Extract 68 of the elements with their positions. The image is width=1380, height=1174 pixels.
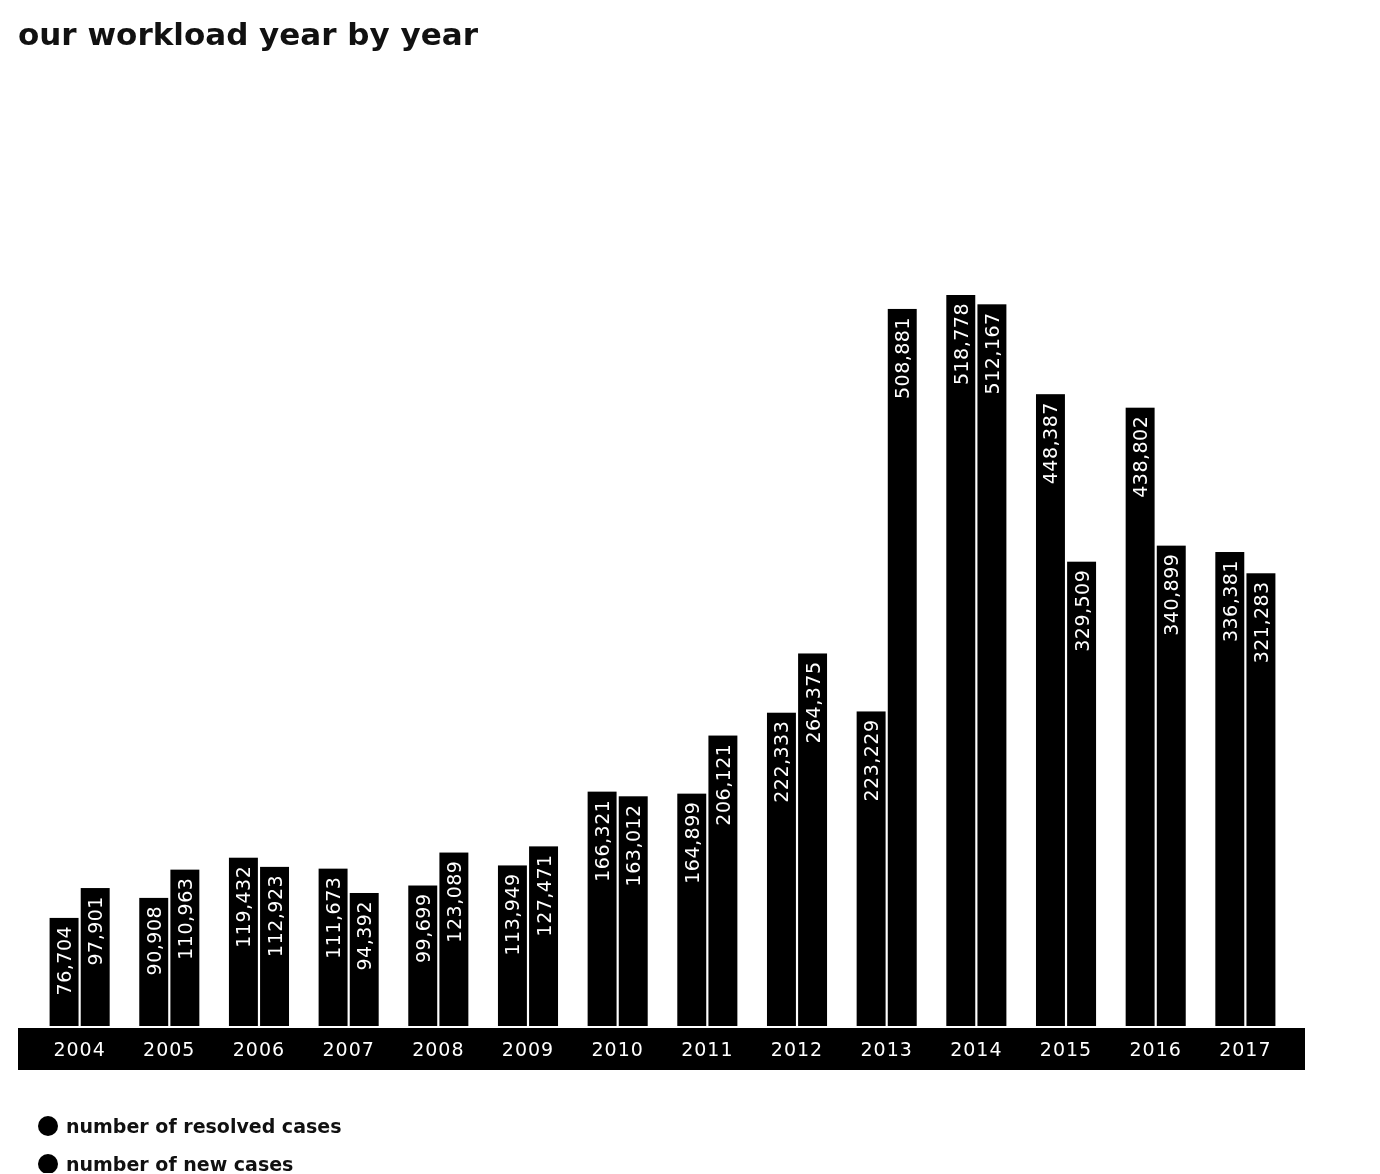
bar	[318, 868, 348, 1026]
data-label: 448,387	[1039, 402, 1062, 485]
data-label: 329,509	[1070, 569, 1093, 652]
data-label: 508,881	[891, 316, 914, 400]
bar	[708, 735, 738, 1026]
data-label: 223,229	[860, 719, 883, 802]
x-tick-label: 2011	[681, 1038, 734, 1060]
data-label: 206,121	[711, 743, 734, 826]
bar	[887, 308, 917, 1026]
bar	[618, 796, 648, 1026]
x-tick-label: 2015	[1039, 1038, 1093, 1060]
x-tick-label: 2004	[53, 1038, 106, 1060]
bar	[1067, 561, 1097, 1026]
bar	[260, 866, 290, 1026]
data-label: 222,333	[770, 720, 793, 803]
bar	[587, 791, 617, 1026]
bar	[1035, 394, 1065, 1026]
data-label: 164,899	[680, 801, 703, 884]
data-label: 123,089	[442, 860, 465, 943]
bar	[1125, 407, 1155, 1026]
bar	[677, 793, 707, 1026]
bar	[946, 295, 976, 1026]
x-tick-label: 2008	[412, 1038, 465, 1060]
bar	[1156, 545, 1186, 1026]
data-label: 110,963	[173, 877, 196, 960]
data-label: 76,704	[53, 925, 76, 996]
bar	[798, 653, 828, 1026]
x-tick-label: 2016	[1129, 1038, 1182, 1060]
data-label: 119,432	[232, 865, 255, 948]
data-label: 97,901	[84, 896, 107, 966]
x-tick-label: 2007	[322, 1038, 375, 1060]
data-label: 166,321	[591, 799, 614, 882]
data-label: 321,283	[1249, 581, 1272, 664]
data-label: 438,802	[1129, 415, 1152, 498]
bar	[856, 711, 886, 1026]
x-tick-label: 2009	[501, 1038, 555, 1060]
data-label: 94,392	[353, 900, 376, 971]
bar	[766, 712, 796, 1026]
data-label: 264,375	[801, 661, 824, 744]
data-label: 112,923	[263, 874, 286, 957]
data-label: 111,673	[322, 876, 345, 959]
legend-label: number of resolved cases	[66, 1115, 342, 1137]
x-tick-label: 2010	[591, 1038, 644, 1060]
bar	[80, 888, 110, 1026]
data-label: 127,471	[532, 854, 555, 937]
data-label: 113,949	[501, 873, 524, 956]
data-label: 512,167	[980, 312, 1003, 395]
x-tick-label: 2017	[1219, 1038, 1272, 1060]
bar	[439, 852, 469, 1026]
legend-label: number of new cases	[66, 1153, 294, 1174]
bar	[497, 865, 527, 1026]
bar	[529, 846, 559, 1026]
chart-title: our workload year by year	[18, 16, 479, 52]
data-label: 336,381	[1218, 560, 1241, 643]
bar	[1246, 573, 1276, 1026]
bar	[228, 857, 258, 1026]
bar	[977, 304, 1007, 1026]
x-tick-label: 2005	[143, 1038, 196, 1060]
x-tick-label: 2012	[770, 1038, 824, 1060]
data-label: 99,699	[411, 893, 434, 963]
data-label: 90,908	[142, 905, 165, 976]
data-label: 163,012	[622, 804, 645, 887]
data-label: 340,899	[1160, 553, 1183, 636]
x-tick-label: 2006	[232, 1038, 286, 1060]
x-tick-label: 2013	[860, 1038, 913, 1060]
bar	[1215, 552, 1245, 1026]
x-tick-label: 2014	[950, 1038, 1003, 1060]
data-label: 518,778	[949, 303, 972, 386]
